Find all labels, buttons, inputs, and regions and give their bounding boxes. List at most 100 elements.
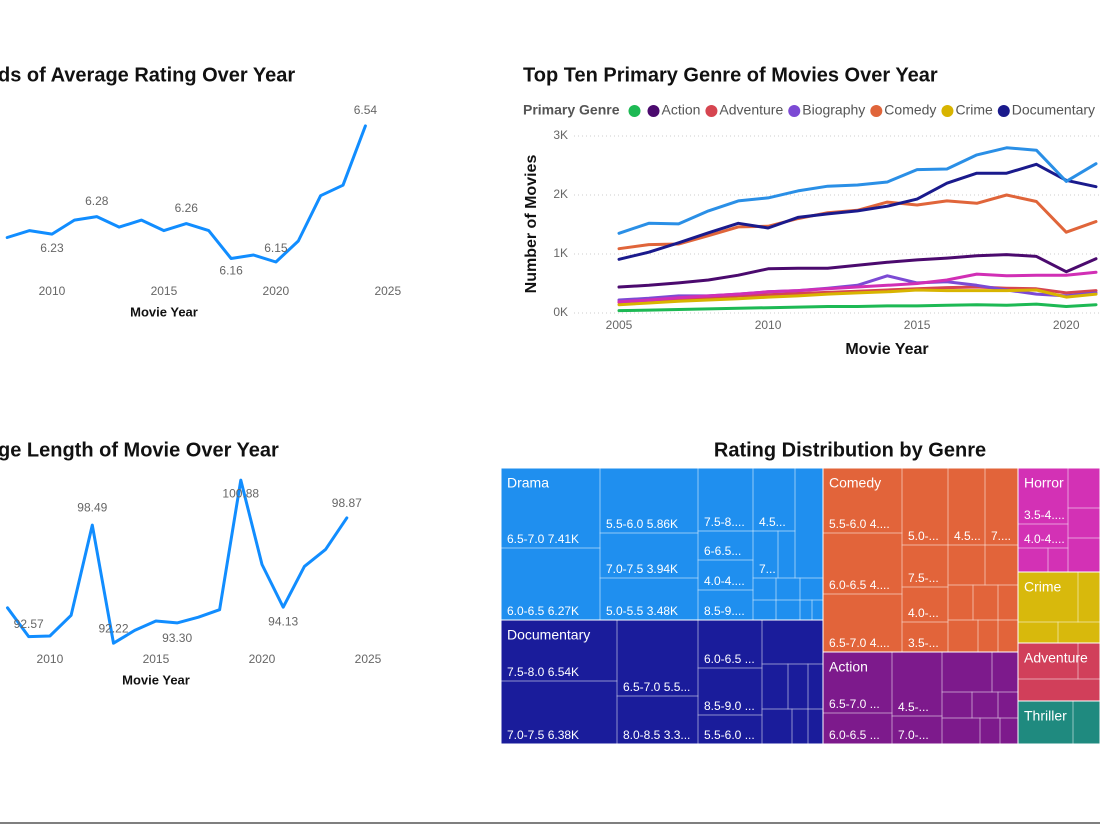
cell-label: 6.5-7.0 ... bbox=[829, 697, 880, 711]
treemap-cell bbox=[697, 714, 763, 745]
data-label: 6.26 bbox=[175, 201, 199, 215]
data-label: 98.87 bbox=[332, 496, 362, 510]
treemap-cell bbox=[1067, 507, 1100, 539]
legend-marker bbox=[997, 105, 1010, 117]
legend-marker bbox=[788, 105, 801, 117]
treemap-group bbox=[1017, 700, 1100, 745]
treemap-cell bbox=[697, 619, 763, 669]
treemap-cell bbox=[947, 467, 986, 546]
group-label: Action bbox=[829, 659, 868, 675]
treemap-cell bbox=[761, 663, 789, 710]
cell-label: 5.0-5.5 3.48K bbox=[606, 604, 678, 618]
treemap-cell bbox=[947, 584, 974, 621]
series-line bbox=[617, 253, 1098, 289]
y-axis-label: Number of Movies bbox=[523, 155, 540, 294]
x-tick-label: 2020 bbox=[249, 652, 276, 666]
series-line bbox=[617, 193, 1098, 251]
treemap-cell bbox=[500, 680, 618, 745]
x-tick-label: 2015 bbox=[143, 652, 170, 666]
group-label: Thriller bbox=[1024, 708, 1067, 724]
treemap-cell bbox=[752, 467, 796, 532]
treemap-cell bbox=[599, 467, 699, 534]
treemap-cell bbox=[752, 530, 779, 579]
cell-label: 7.5-8.0 6.54K bbox=[507, 665, 579, 679]
x-tick-label: 2015 bbox=[904, 318, 931, 332]
series-line bbox=[617, 302, 1098, 313]
treemap-cell bbox=[901, 544, 949, 588]
data-label: 92.57 bbox=[14, 617, 44, 631]
series-line bbox=[617, 270, 1098, 304]
treemap-group bbox=[1017, 642, 1100, 702]
legend-marker bbox=[628, 105, 641, 117]
treemap-cell bbox=[822, 651, 893, 714]
x-tick-label: 2010 bbox=[37, 652, 64, 666]
group-label: Documentary bbox=[507, 627, 590, 643]
treemap-cell bbox=[697, 467, 754, 532]
x-tick-label: 2010 bbox=[755, 318, 782, 332]
legend-label: Action bbox=[662, 102, 701, 118]
group-label: Horror bbox=[1024, 475, 1064, 491]
cell-label: 7.0-7.5 3.94K bbox=[606, 562, 678, 576]
cell-label: 7.0-... bbox=[898, 728, 929, 742]
cell-label: 4.5... bbox=[954, 529, 981, 543]
treemap-cell bbox=[599, 532, 699, 579]
treemap-cell bbox=[941, 691, 973, 719]
treemap-cell bbox=[891, 715, 943, 745]
treemap-cell bbox=[1017, 571, 1079, 623]
treemap-group bbox=[500, 619, 824, 745]
treemap-cell bbox=[697, 559, 754, 591]
treemap-cell bbox=[500, 467, 601, 549]
data-label: 6.23 bbox=[40, 241, 64, 255]
legend-marker bbox=[870, 105, 883, 117]
y-tick-label: 2K bbox=[553, 187, 568, 201]
treemap-group bbox=[1017, 467, 1100, 573]
series-line bbox=[6, 478, 349, 645]
treemap-cell bbox=[1017, 642, 1079, 680]
x-tick-label: 2015 bbox=[151, 284, 178, 298]
cell-label: 4.0-4.... bbox=[1024, 532, 1065, 546]
legend-label: Crime bbox=[955, 102, 993, 118]
series-line bbox=[617, 288, 1098, 307]
treemap-cell bbox=[941, 651, 993, 693]
y-tick-label: 0K bbox=[553, 305, 568, 319]
series-line bbox=[5, 124, 367, 264]
cell-label: 4.5... bbox=[759, 515, 786, 529]
legend-label: Adventure bbox=[719, 102, 783, 118]
treemap-cell bbox=[901, 586, 949, 623]
legend-label: Comedy bbox=[884, 102, 936, 118]
cell-label: 6.5-7.0 7.41K bbox=[507, 532, 579, 546]
cell-label: 6.5-7.0 5.5... bbox=[623, 680, 690, 694]
treemap-cell bbox=[1067, 467, 1100, 509]
x-tick-label: 2005 bbox=[606, 318, 633, 332]
cell-label: 6.0-6.5 6.27K bbox=[507, 604, 579, 618]
cell-label: 6-6.5... bbox=[704, 544, 741, 558]
series-line bbox=[617, 285, 1098, 304]
treemap-cell bbox=[1017, 700, 1074, 745]
x-tick-label: 2010 bbox=[39, 284, 66, 298]
cell-label: 6.0-6.5 ... bbox=[829, 728, 880, 742]
cell-label: 8.5-9.0 ... bbox=[704, 699, 755, 713]
group-label: Comedy bbox=[829, 475, 881, 491]
legend-label: Biography bbox=[802, 102, 865, 118]
treemap-cell bbox=[1017, 523, 1069, 549]
x-tick-label: 2020 bbox=[1053, 318, 1080, 332]
treemap-group bbox=[822, 651, 1019, 745]
cell-label: 8.5-9.... bbox=[704, 604, 745, 618]
data-label: 6.15 bbox=[264, 241, 288, 255]
cell-label: 7.5-8.... bbox=[704, 515, 745, 529]
treemap-cell bbox=[775, 577, 801, 601]
data-label: 98.49 bbox=[77, 500, 107, 514]
cell-label: 6.0-6.5 ... bbox=[704, 652, 755, 666]
data-label: 92.22 bbox=[99, 621, 129, 635]
x-axis-label: Movie Year bbox=[130, 304, 198, 319]
cell-label: 4.0-4.... bbox=[704, 574, 745, 588]
treemap-cell bbox=[822, 712, 893, 745]
cell-label: 6.5-7.0 4.... bbox=[829, 636, 890, 650]
treemap-cell bbox=[1077, 571, 1100, 623]
treemap-cell bbox=[1077, 642, 1100, 680]
legend-marker bbox=[647, 105, 660, 117]
data-label: 6.54 bbox=[354, 103, 378, 117]
x-axis-label: Movie Year bbox=[122, 672, 190, 687]
treemap-cell bbox=[787, 663, 809, 710]
cell-label: 6.0-6.5 4.... bbox=[829, 578, 890, 592]
